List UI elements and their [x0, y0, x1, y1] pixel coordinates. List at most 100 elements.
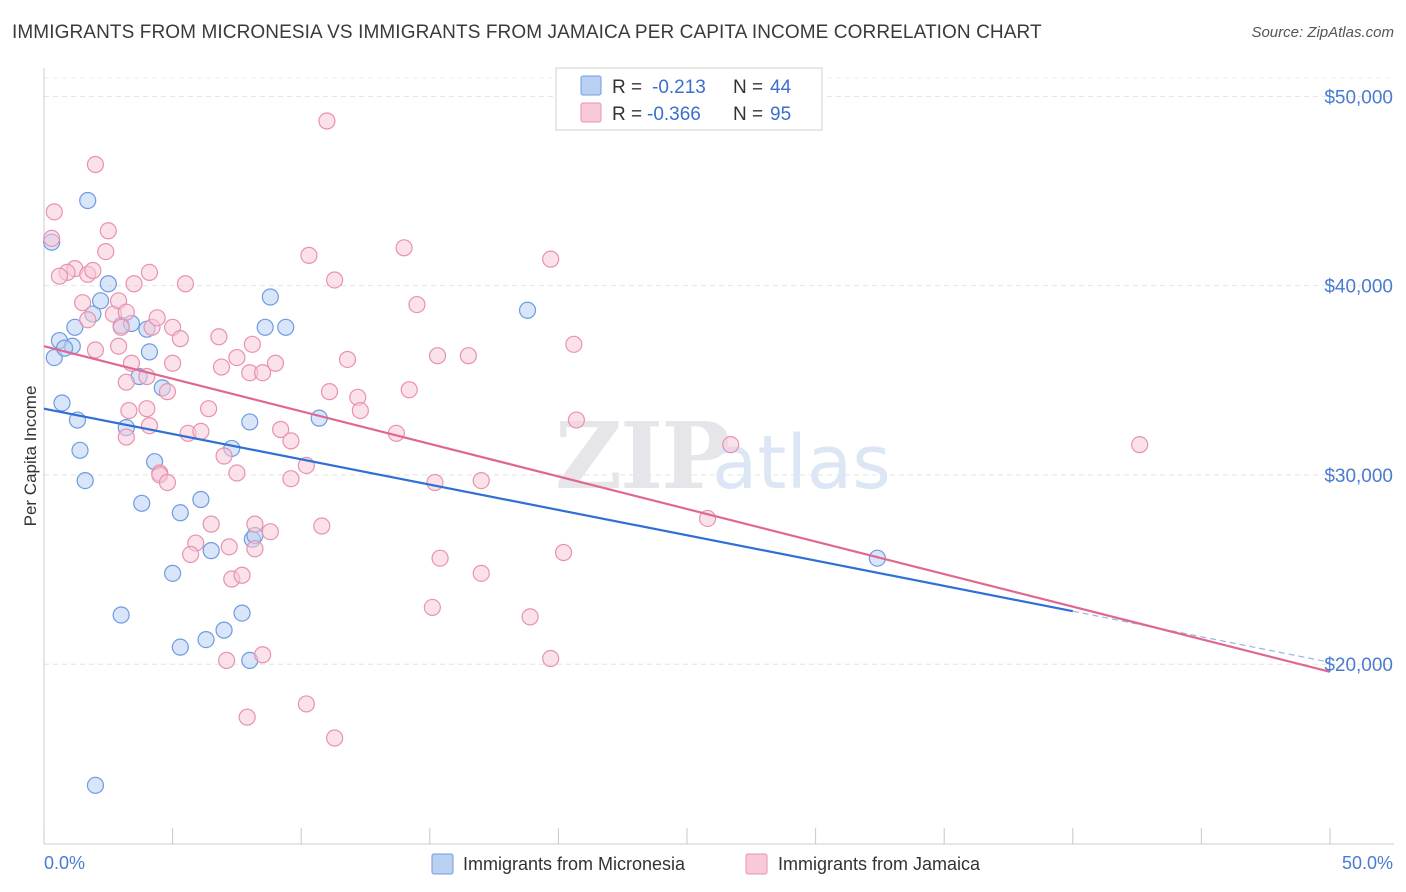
jamaica-point — [272, 420, 290, 439]
jamaica-point — [220, 538, 238, 556]
micronesia-point — [192, 490, 210, 509]
jamaica-point — [254, 364, 272, 382]
jamaica-point — [73, 294, 92, 312]
micronesia-point — [140, 343, 159, 361]
micronesia-point — [215, 621, 233, 639]
bottom-legend: Immigrants from Micronesia Immigrants fr… — [431, 853, 981, 875]
jamaica-point — [138, 400, 156, 418]
micronesia-point — [171, 638, 189, 656]
jamaica-point — [50, 267, 69, 285]
jamaica-point — [112, 318, 130, 336]
jamaica-point — [192, 422, 210, 440]
jamaica-point — [472, 472, 490, 490]
y-axis-label: Per Capita Income — [21, 386, 40, 527]
micronesia-point — [261, 288, 279, 306]
jamaica-point — [164, 354, 182, 372]
jamaica-point — [243, 335, 261, 353]
jamaica-point — [400, 381, 418, 399]
legend-n-value-1: 44 — [770, 77, 792, 98]
jamaica-point — [210, 328, 228, 346]
micronesia-trend-line — [43, 407, 1074, 613]
jamaica-point — [79, 311, 97, 329]
jamaica-point — [109, 337, 128, 355]
jamaica-point — [426, 473, 444, 492]
jamaica-point — [84, 261, 102, 280]
tick-labels: $20,000 $30,000 $40,000 $50,000 0.0% 50.0% — [44, 87, 1393, 873]
micronesia-point — [79, 191, 97, 210]
jamaica-point — [86, 155, 105, 174]
micronesia-point — [256, 318, 274, 336]
micronesia-point — [197, 630, 215, 649]
micronesia-point — [112, 606, 130, 624]
bottom-legend-label-micronesia: Immigrants from Micronesia — [463, 854, 686, 874]
jamaica-point — [120, 401, 138, 420]
jamaica-point — [125, 275, 143, 293]
jamaica-trend-line — [43, 345, 1331, 673]
micronesia-point — [171, 504, 189, 522]
jamaica-point — [45, 203, 63, 221]
jamaica-point — [158, 473, 177, 492]
jamaica-point — [158, 383, 177, 401]
jamaica-point — [218, 651, 236, 670]
legend-swatch-micronesia — [580, 75, 602, 96]
jamaica-point — [320, 383, 339, 401]
jamaica-point — [459, 347, 477, 365]
x-tick-label: 0.0% — [44, 853, 85, 873]
micronesia-point — [164, 564, 182, 582]
micronesia-point — [99, 275, 117, 293]
jamaica-point — [423, 598, 441, 617]
micronesia-point — [518, 301, 537, 319]
jamaica-point — [326, 271, 344, 289]
legend: R = -0.213 N = 44 R = -0.366 N = 95 — [555, 67, 823, 131]
jamaica-point — [182, 545, 200, 564]
data-points — [43, 112, 1149, 794]
legend-n-label-1: N = — [733, 77, 763, 98]
micronesia-point — [133, 494, 151, 512]
jamaica-point — [300, 246, 318, 264]
micronesia-trend-extension — [1072, 610, 1331, 663]
jamaica-point — [338, 350, 357, 369]
chart-title: IMMIGRANTS FROM MICRONESIA VS IMMIGRANTS… — [12, 22, 1042, 43]
legend-n-value-2: 95 — [770, 104, 791, 125]
watermark-atlas: atlas — [712, 420, 891, 506]
trend-lines — [43, 345, 1331, 673]
micronesia-point — [233, 604, 251, 622]
jamaica-point — [542, 649, 560, 668]
jamaica-point — [567, 411, 586, 429]
micronesia-point — [86, 776, 105, 794]
jamaica-point — [117, 373, 135, 391]
jamaica-point — [554, 543, 573, 562]
jamaica-point — [351, 401, 369, 420]
jamaica-point — [246, 515, 264, 533]
jamaica-point — [97, 242, 115, 261]
jamaica-point — [261, 523, 279, 541]
jamaica-point — [408, 295, 426, 314]
jamaica-point — [148, 309, 166, 327]
jamaica-point — [117, 428, 135, 446]
jamaica-point — [43, 229, 61, 247]
y-tick-label: $50,000 — [1324, 87, 1393, 108]
jamaica-point — [521, 608, 539, 626]
legend-r-value-1: -0.213 — [652, 77, 706, 98]
jamaica-point — [431, 549, 449, 567]
bottom-legend-swatch-jamaica — [745, 853, 768, 875]
y-tick-label: $20,000 — [1324, 655, 1393, 676]
jamaica-point — [282, 470, 300, 488]
jamaica-point — [215, 447, 233, 465]
watermark: ZIP atlas — [555, 402, 891, 510]
micronesia-point — [76, 472, 94, 490]
jamaica-point — [228, 464, 246, 482]
jamaica-point — [395, 239, 413, 257]
bottom-legend-swatch-micronesia — [431, 853, 454, 875]
jamaica-point — [117, 303, 135, 321]
x-tick-label: 50.0% — [1342, 853, 1393, 873]
jamaica-point — [1131, 436, 1149, 454]
legend-r-value-2: -0.366 — [647, 104, 701, 125]
micronesia-point — [277, 318, 295, 336]
jamaica-point — [233, 566, 251, 584]
y-tick-label: $30,000 — [1324, 466, 1393, 487]
jamaica-point — [99, 222, 117, 240]
legend-r-label-2: R = — [612, 104, 642, 125]
jamaica-point — [171, 330, 189, 348]
